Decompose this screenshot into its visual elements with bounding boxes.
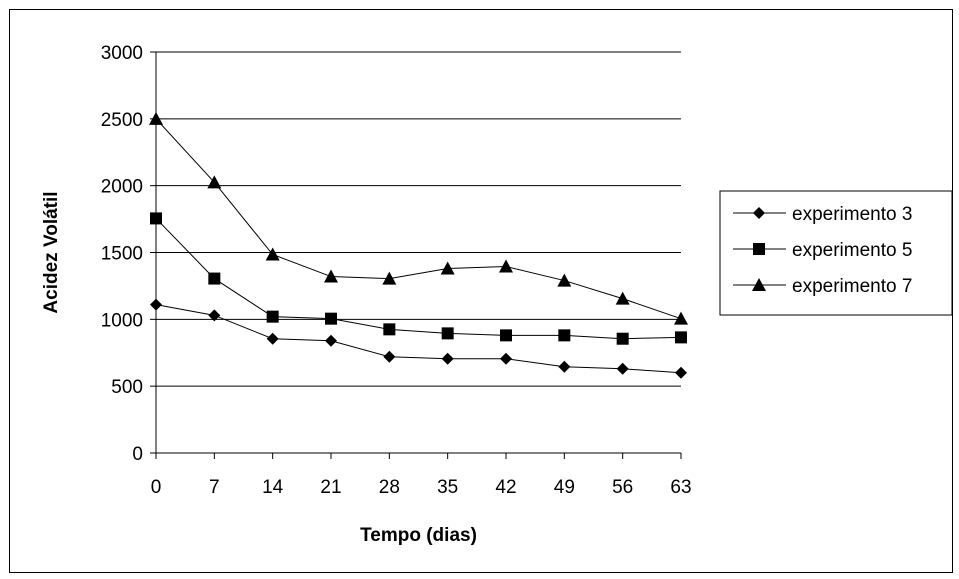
x-tick-label-0: 0: [151, 477, 162, 498]
data-point-2-14: [266, 310, 279, 323]
data-point-1-14: [266, 332, 279, 345]
series-line-3: [155, 118, 682, 320]
legend: experimento 3 experimento 5 experimento 7: [719, 190, 953, 316]
data-point-3-21: [324, 269, 338, 283]
data-point-3-35: [440, 261, 455, 275]
data-point-2-35: [441, 327, 454, 340]
data-point-3-63: [674, 311, 688, 325]
x-tick-label-14: 14: [262, 477, 284, 498]
x-tick-label-7: 7: [209, 477, 220, 498]
data-point-1-63: [675, 366, 687, 379]
legend-marker-2: [753, 243, 765, 255]
y-tick-label-2500: 2500: [101, 110, 143, 131]
axes: 0 500 1000 1500 2000 2500 3000 0 7 14 21 28 35 42 49 56…: [101, 43, 692, 498]
data-point-1-7: [208, 309, 221, 322]
data-point-3-28: [382, 271, 397, 285]
legend-marker-3: [752, 278, 766, 291]
data-point-1-56: [616, 362, 629, 375]
series-3: [149, 111, 688, 325]
x-tick-label-35: 35: [437, 477, 458, 498]
x-tick-label-63: 63: [670, 477, 691, 498]
legend-item-1: experimento 3: [733, 204, 912, 225]
legend-label-3: experimento 7: [792, 276, 912, 297]
data-point-1-42: [500, 352, 512, 365]
x-tick-label-49: 49: [554, 477, 575, 498]
data-point-3-0: [149, 111, 163, 125]
data-point-3-14: [265, 247, 280, 261]
series-line-2: [155, 218, 682, 340]
data-point-1-0: [150, 298, 162, 311]
y-tick-label-1500: 1500: [101, 244, 143, 265]
data-point-2-28: [383, 323, 396, 336]
data-point-2-63: [675, 331, 687, 344]
series-group: [149, 111, 688, 379]
data-point-2-42: [500, 329, 512, 342]
y-tick-label-3000: 3000: [101, 43, 143, 64]
x-tick-label-42: 42: [495, 477, 516, 498]
data-point-2-56: [616, 332, 629, 345]
series-2: [150, 212, 687, 345]
data-point-2-0: [150, 212, 162, 225]
x-tick-label-28: 28: [379, 477, 400, 498]
x-tick-label-21: 21: [320, 477, 341, 498]
data-point-2-21: [325, 312, 337, 325]
data-point-3-49: [557, 273, 572, 287]
data-point-1-28: [383, 350, 396, 363]
grid-lines: [156, 51, 681, 387]
data-point-3-56: [615, 291, 630, 305]
x-axis-title: Tempo (dias): [360, 525, 477, 546]
data-point-1-49: [558, 360, 571, 373]
data-point-1-21: [325, 334, 337, 347]
legend-item-3: experimento 7: [733, 276, 912, 297]
series-line-1: [155, 304, 682, 374]
y-tick-label-1000: 1000: [101, 310, 143, 331]
y-tick-label-2000: 2000: [101, 177, 143, 198]
data-point-2-7: [208, 272, 221, 285]
y-tick-label-500: 500: [111, 377, 143, 398]
data-point-1-35: [441, 352, 454, 365]
legend-label-2: experimento 5: [792, 240, 912, 261]
data-point-3-7: [207, 175, 222, 189]
y-tick-label-0: 0: [132, 444, 143, 465]
x-tick-label-56: 56: [612, 477, 633, 498]
data-point-2-49: [558, 329, 571, 342]
data-point-3-42: [499, 259, 513, 273]
y-axis-title: Acidez Volátil: [41, 191, 62, 313]
legend-marker-1: [753, 207, 765, 219]
legend-item-2: experimento 5: [733, 240, 912, 261]
series-1: [150, 298, 687, 379]
legend-label-1: experimento 3: [792, 204, 912, 225]
